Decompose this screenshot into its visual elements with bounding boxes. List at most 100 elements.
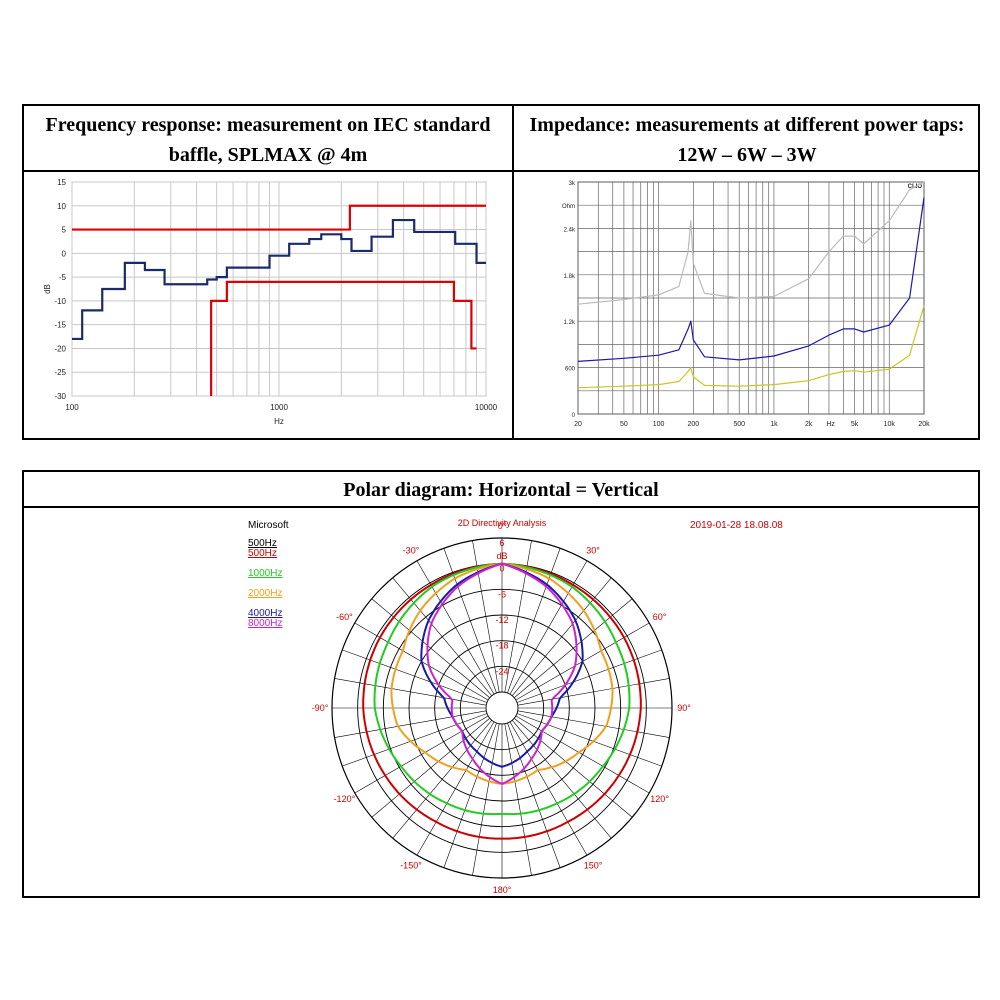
y-tick-label: 3k [569,181,576,187]
y-axis-label: Ohm [562,204,575,210]
frequency-response-chart: 15 10 5 0 -5 -10 -15 -20 -25 -30 100 1000 10000 Hz dB [43,178,498,426]
legend-item: 1000Hz [248,568,283,579]
series-line [577,197,925,362]
radial-label: -6 [498,589,506,599]
legend-item: 8000Hz [248,618,283,629]
angle-label: -90° [312,703,329,713]
polar-spoke [512,577,612,696]
angle-label: -150° [400,861,422,871]
angle-label: 0° [498,521,507,531]
freq-title-line2: baffle, SPLMAX @ 4m [168,144,368,166]
polar-spoke [354,715,489,794]
x-tick-label: 1k [770,421,778,428]
y-axis-label: dB [43,284,52,294]
series-line [577,181,925,305]
polar-series-500Hz [362,562,642,840]
impedance-chart: 3k 2.4k 1.8k 1.2k 600 0 Ohm 20 50 100 200 500 1k 2k Hz… [562,181,930,428]
polar-title-label: 2D Directivity Analysis [458,518,547,528]
polar-spoke [371,718,490,818]
y-tick-label: -10 [54,297,66,306]
y-tick-label: -20 [54,344,66,353]
polar-spoke [507,548,561,694]
polar-spoke [371,598,490,698]
imp-title-line2: 12W – 6W – 3W [677,144,817,166]
x-tick-label: 2k [805,421,813,428]
x-axis-label: Hz [274,417,284,426]
y-tick-label: -25 [54,368,66,377]
angle-label: 180° [493,885,512,895]
polar-spoke [504,723,532,876]
y-tick-label: 5 [62,226,67,235]
series-line [210,280,477,396]
radial-label: -24 [495,666,508,676]
radial-label: dB [496,551,507,561]
brand-label: Microsoft [248,520,289,531]
polar-spoke [342,713,488,767]
polar-legend: 500Hz 500Hz 1000Hz 2000Hz 4000Hz 8000Hz [246,538,326,638]
y-tick-label: 1.2k [564,320,576,326]
radial-label: -12 [495,615,508,625]
x-tick-label: 10k [884,421,896,428]
polar-spoke [512,720,612,839]
polar-spoke [416,721,495,856]
y-tick-label: -30 [54,392,66,401]
y-tick-label: 15 [57,178,66,187]
analysis-timestamp: 2019-01-28 18.08.08 [690,520,783,531]
polar-spoke [509,721,588,856]
polar-spoke [517,710,670,738]
polar-spoke [342,649,488,703]
polar-series-8000Hz [426,562,578,786]
y-tick-label: -5 [59,273,67,282]
angle-label: 30° [586,545,600,555]
y-tick-label: 2.4k [564,227,576,233]
top-title-divider [24,170,978,172]
radial-label: 6 [499,538,504,548]
x-tick-label: 500 [733,421,745,428]
polar-spoke [334,678,487,706]
x-tick-label: 20 [574,421,582,428]
angle-label: -30° [403,545,420,555]
series-line [72,204,486,231]
x-tick-label: 1000 [270,403,288,412]
polar-spoke [516,649,662,703]
polar-spoke [334,710,487,738]
polar-spoke [514,598,633,698]
y-tick-label: 0 [62,249,67,258]
x-tick-label: 100 [65,403,79,412]
y-tick-label: 600 [565,367,576,373]
legend-item: 500Hz [248,548,277,559]
legend-item: 500Hz [248,538,277,549]
x-tick-label: 200 [687,421,699,428]
polar-title-divider [24,506,978,508]
top-divider [512,106,514,438]
x-tick-label: Hz [826,421,835,428]
x-tick-label: 50 [620,421,628,428]
freq-title: Frequency response: measurement on IEC s… [24,110,512,170]
y-tick-label: 10 [57,202,66,211]
polar-chart: 0°30°60°90°120°150°180°-150°-120°-90°-60… [312,518,692,895]
freq-title-line1: Frequency response: measurement on IEC s… [45,114,491,136]
angle-label: 150° [584,861,603,871]
y-tick-label: -15 [54,321,66,330]
legend-item: 4000Hz [248,608,283,619]
radial-label: -18 [495,641,508,651]
polar-spoke [392,720,492,839]
y-tick-label: 1.8k [564,274,576,280]
x-tick-label: 5k [851,421,859,428]
polar-ring [485,691,519,725]
polar-spoke [517,678,670,706]
polar-spoke [514,718,633,818]
polar-series-4000Hz [420,562,584,768]
radial-label: 0 [499,564,504,574]
x-tick-label: 100 [653,421,665,428]
x-tick-label: 20k [918,421,930,428]
angle-label: 60° [653,612,667,622]
series-line [72,218,486,341]
polar-spoke [472,723,500,876]
imp-title: Impedance: measurements at different pow… [514,110,980,170]
x-tick-label: 10000 [475,403,498,412]
polar-series-1000Hz [373,562,631,816]
polar-spoke [509,560,588,695]
series-line [577,305,925,389]
polar-spoke [443,722,497,868]
